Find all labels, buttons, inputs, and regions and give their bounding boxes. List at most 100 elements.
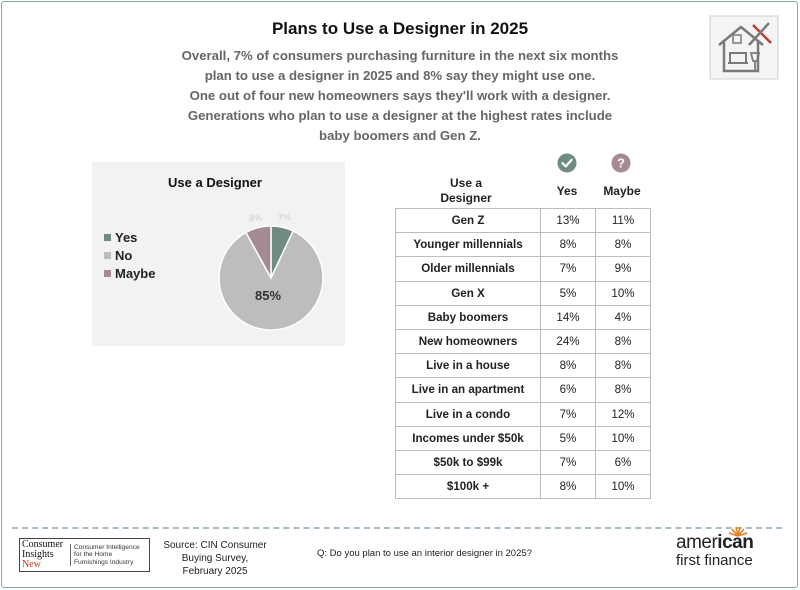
svg-text:?: ? — [617, 156, 625, 171]
brand-bold: ican — [717, 532, 754, 553]
pie-data-label: 7% — [278, 212, 291, 222]
cell-maybe: 8% — [595, 377, 651, 403]
table-row: $50k to $99k 7% 6% — [395, 449, 651, 476]
row-header-line: Designer — [440, 191, 492, 205]
pie-data-label: 85% — [255, 288, 281, 303]
subtitle-line: One out of four new homeowners says they… — [189, 88, 611, 103]
cell-maybe: 9% — [595, 256, 651, 282]
cin-logo-tagline: Consumer Intelligence for the Home Furni… — [70, 543, 140, 567]
row-label: New homeowners — [395, 328, 541, 355]
table-row: Younger millennials 8% 8% — [395, 232, 651, 258]
brand-line-top: american — [676, 533, 776, 553]
row-label: Gen Z — [395, 207, 541, 234]
row-label: $50k to $99k — [395, 449, 541, 476]
question-circle-icon: ? — [611, 153, 631, 173]
pie-chart: 7% 85% 8% — [218, 212, 324, 331]
cell-maybe: 12% — [595, 401, 651, 427]
table-row: Gen Z 13% 11% — [395, 207, 651, 234]
cin-logo-word: New — [22, 559, 41, 570]
column-header-yes: Yes — [556, 184, 578, 198]
legend-swatch-yes — [104, 233, 111, 241]
row-label: $100k + — [395, 474, 541, 500]
source-note: Source: CIN Consumer Buying Survey, Febr… — [160, 539, 270, 578]
table-row: Live in a house 8% 8% — [395, 353, 651, 379]
cin-logo-word: Consumer — [22, 539, 64, 550]
table-row: Live in a condo 7% 12% — [395, 401, 651, 427]
check-circle-icon — [557, 153, 577, 173]
table-row: Baby boomers 14% 4% — [395, 304, 651, 330]
pie-chart-panel: Use a Designer Yes No Maybe 7% 85% 8% — [92, 162, 345, 346]
row-label: Younger millennials — [395, 232, 541, 258]
row-header-line: Use a — [449, 176, 483, 190]
cin-logo-word: Insights — [22, 549, 54, 560]
cell-yes: 13% — [540, 207, 596, 234]
cell-maybe: 10% — [595, 425, 651, 451]
table-row-header: Use a Designer — [428, 176, 504, 206]
cin-tagline-line: Furnishings Industry — [74, 558, 134, 566]
source-line: February 2025 — [182, 566, 248, 577]
cell-maybe: 11% — [595, 207, 651, 234]
cell-yes: 6% — [540, 377, 596, 403]
brand-line-bottom: first finance — [676, 552, 753, 569]
cell-yes: 7% — [540, 256, 596, 282]
pie-slice-maybe — [244, 225, 272, 279]
row-label: Live in a condo — [395, 401, 541, 427]
page-title: Plans to Use a Designer in 2025 — [271, 19, 529, 38]
row-label: Live in a house — [395, 353, 541, 379]
subtitle-line: Overall, 7% of consumers purchasing furn… — [181, 48, 619, 63]
row-label: Older millennials — [395, 256, 541, 282]
cell-yes: 5% — [540, 425, 596, 451]
footer-divider — [12, 527, 782, 529]
american-first-finance-logo: american first finance — [676, 527, 776, 569]
cin-logo: Consumer Insights New Consumer Intellige… — [19, 538, 150, 572]
cell-maybe: 8% — [595, 328, 651, 355]
cell-yes: 14% — [540, 304, 596, 330]
row-label: Live in an apartment — [395, 377, 541, 403]
legend-label: Yes — [115, 229, 138, 245]
cell-maybe: 10% — [595, 474, 651, 500]
legend-label: Maybe — [115, 265, 156, 281]
cell-maybe: 6% — [595, 449, 651, 476]
cell-maybe: 8% — [595, 232, 651, 258]
subtitle-line: baby boomers and Gen Z. — [319, 128, 481, 143]
table-row: $100k +8% 10% — [395, 474, 651, 500]
cin-logo-wordmark: Consumer Insights New — [20, 540, 70, 570]
legend-item-yes: Yes — [104, 228, 155, 246]
survey-question: Q: Do you plan to use an interior design… — [317, 548, 532, 559]
subtitle-line: plan to use a designer in 2025 and 8% sa… — [204, 68, 596, 83]
cell-yes: 7% — [540, 401, 596, 427]
cell-yes: 7% — [540, 449, 596, 476]
table-row: Live in an apartment 6% 8% — [395, 377, 651, 403]
pie-chart-title: Use a Designer — [168, 175, 262, 190]
cell-maybe: 4% — [595, 304, 651, 330]
source-line: Source: CIN Consumer — [163, 540, 267, 551]
cell-yes: 8% — [540, 353, 596, 379]
subtitle-line: Generations who plan to use a designer a… — [187, 108, 613, 123]
row-label: Gen X — [395, 280, 541, 306]
cell-yes: 8% — [540, 474, 596, 500]
legend-swatch-no — [104, 251, 111, 259]
cell-yes: 5% — [540, 280, 596, 306]
column-header-maybe: Maybe — [603, 184, 641, 198]
table-row: Older millennials 7% 9% — [395, 256, 651, 282]
legend-swatch-maybe — [104, 269, 111, 277]
table-row: New homeowners 24% 8% — [395, 328, 651, 355]
designer-table: Gen Z 13% 11% Younger millennials 8% 8% Older … — [395, 207, 651, 500]
cin-tagline-line: Consumer Intelligence — [74, 543, 140, 551]
legend-item-maybe: Maybe — [104, 264, 155, 282]
cin-tagline-line: for the Home — [74, 551, 113, 559]
page-subtitle: Overall, 7% of consumers purchasing furn… — [150, 46, 650, 146]
table-row: Gen X 5% 10% — [395, 280, 651, 306]
row-label: Incomes under $50k — [395, 425, 541, 451]
cell-yes: 8% — [540, 232, 596, 258]
table-row: Incomes under $50k 5% 10% — [395, 425, 651, 451]
pie-legend: Yes No Maybe — [104, 228, 155, 282]
cell-yes: 24% — [540, 328, 596, 355]
brand-regular: amer — [676, 532, 718, 553]
pie-slice-no — [218, 229, 324, 331]
row-label: Baby boomers — [395, 304, 541, 330]
sunburst-icon — [728, 527, 748, 537]
source-line: Buying Survey, — [181, 553, 249, 564]
legend-item-no: No — [104, 246, 155, 264]
